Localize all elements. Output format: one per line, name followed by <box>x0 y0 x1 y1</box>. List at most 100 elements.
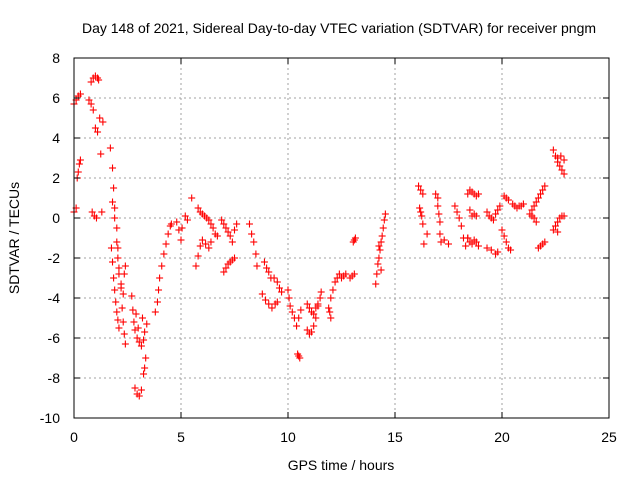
data-point <box>295 314 303 322</box>
data-point <box>483 244 491 252</box>
data-point <box>417 208 425 216</box>
x-tick-label: 20 <box>494 429 510 445</box>
data-point <box>92 214 100 222</box>
data-point <box>373 270 381 278</box>
data-point <box>534 194 542 202</box>
data-point <box>140 336 148 344</box>
data-point <box>120 330 128 338</box>
data-point <box>194 204 202 212</box>
x-tick-labels: 0 5 10 15 20 25 <box>70 429 617 445</box>
data-point <box>474 242 482 250</box>
y-tick-label: 8 <box>52 50 60 66</box>
data-point <box>131 384 139 392</box>
data-point <box>162 240 170 248</box>
data-point <box>120 270 128 278</box>
data-point <box>351 234 359 242</box>
data-point <box>288 308 296 316</box>
data-point <box>220 268 228 276</box>
data-point <box>156 274 164 282</box>
data-point <box>231 226 238 234</box>
data-point <box>74 168 82 176</box>
data-point <box>418 212 426 220</box>
data-point <box>138 314 146 322</box>
data-point <box>327 314 335 322</box>
data-point <box>532 198 540 206</box>
data-point <box>468 240 476 248</box>
data-point <box>209 224 217 232</box>
y-tick-label: 4 <box>52 130 60 146</box>
data-point <box>554 228 562 236</box>
data-point <box>228 238 236 246</box>
data-point <box>487 246 495 254</box>
data-point <box>466 206 474 214</box>
data-point <box>158 262 166 270</box>
data-point <box>114 254 122 262</box>
data-point <box>464 190 472 198</box>
data-point <box>87 100 95 108</box>
data-point <box>502 238 510 246</box>
y-tick-label: -10 <box>40 410 60 426</box>
data-point <box>472 238 480 246</box>
data-point <box>554 218 562 226</box>
data-point <box>109 198 117 206</box>
data-point <box>111 204 119 212</box>
data-point <box>342 270 350 278</box>
data-point <box>273 278 281 286</box>
y-tick-label: -2 <box>48 250 61 266</box>
data-point <box>137 342 145 350</box>
data-point <box>303 326 311 334</box>
data-point <box>419 190 427 198</box>
data-point <box>115 324 123 332</box>
data-point <box>273 298 281 306</box>
data-point <box>423 230 431 238</box>
data-point <box>213 232 221 240</box>
data-point <box>99 118 107 126</box>
data-point <box>88 208 96 216</box>
data-point <box>285 294 293 302</box>
data-point <box>121 262 129 270</box>
data-point <box>372 280 380 288</box>
y-axis-label: SDTVAR / TECUs <box>6 182 22 294</box>
data-point <box>97 150 105 158</box>
data-point <box>560 212 568 220</box>
data-point <box>528 206 536 214</box>
data-point <box>329 286 337 294</box>
data-point <box>233 220 241 228</box>
data-point <box>98 208 106 216</box>
data-point <box>151 308 159 316</box>
data-point <box>198 236 206 244</box>
data-point <box>167 220 175 228</box>
data-point <box>76 90 84 98</box>
data-point <box>453 208 461 216</box>
data-point <box>507 246 515 254</box>
data-point <box>312 304 320 312</box>
data-point <box>381 210 389 218</box>
data-point <box>464 234 472 242</box>
data-point <box>472 212 480 220</box>
data-point <box>462 242 470 250</box>
data-point <box>296 354 304 362</box>
data-point <box>451 202 459 210</box>
data-point <box>419 220 427 228</box>
data-point <box>316 294 324 302</box>
data-point <box>314 300 322 308</box>
data-point <box>297 306 305 314</box>
data-point <box>177 236 185 244</box>
data-point <box>417 186 425 194</box>
data-point <box>76 156 84 164</box>
data-point <box>420 240 428 248</box>
data-point <box>445 240 452 248</box>
data-point <box>284 286 292 294</box>
data-point <box>305 304 313 312</box>
data-point <box>377 266 385 274</box>
data-point <box>498 226 506 234</box>
grid-lines <box>74 58 609 418</box>
data-point <box>494 206 502 214</box>
data-point <box>263 264 271 272</box>
data-point <box>141 328 149 336</box>
axis-ticks <box>73 57 610 419</box>
data-point <box>435 210 443 218</box>
data-point <box>109 258 117 266</box>
data-point <box>115 264 123 272</box>
